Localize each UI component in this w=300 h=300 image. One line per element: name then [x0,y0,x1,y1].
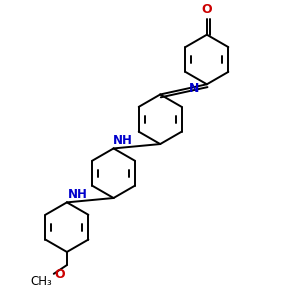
Text: NH: NH [112,134,133,148]
Text: O: O [55,268,65,281]
Text: O: O [202,3,212,16]
Text: N: N [189,82,199,95]
Text: NH: NH [68,188,87,201]
Text: CH₃: CH₃ [31,275,52,288]
